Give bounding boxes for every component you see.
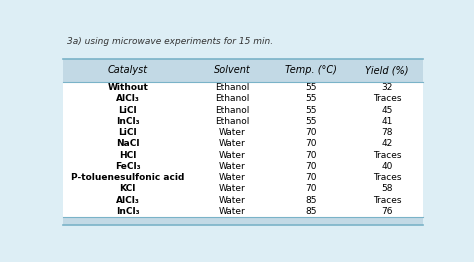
Text: AlCl₃: AlCl₃: [116, 94, 140, 103]
Text: 70: 70: [306, 162, 317, 171]
Text: Water: Water: [219, 196, 246, 205]
Text: KCl: KCl: [119, 184, 136, 193]
Text: 85: 85: [306, 196, 317, 205]
Text: Water: Water: [219, 128, 246, 137]
Text: Without: Without: [107, 83, 148, 92]
Text: AlCl₃: AlCl₃: [116, 196, 140, 205]
Text: Water: Water: [219, 184, 246, 193]
Text: 70: 70: [306, 151, 317, 160]
Text: Traces: Traces: [373, 196, 401, 205]
Text: 58: 58: [381, 184, 392, 193]
Text: 76: 76: [381, 207, 392, 216]
Text: Ethanol: Ethanol: [215, 117, 249, 126]
Text: 70: 70: [306, 139, 317, 148]
Text: Solvent: Solvent: [214, 65, 250, 75]
Text: 55: 55: [306, 94, 317, 103]
Text: Yield (%): Yield (%): [365, 65, 409, 75]
Text: InCl₃: InCl₃: [116, 117, 139, 126]
Text: P-toluenesulfonic acid: P-toluenesulfonic acid: [71, 173, 184, 182]
Text: HCl: HCl: [119, 151, 137, 160]
Text: 55: 55: [306, 106, 317, 114]
Text: Catalyst: Catalyst: [108, 65, 148, 75]
Text: 70: 70: [306, 173, 317, 182]
Text: 70: 70: [306, 128, 317, 137]
Text: 55: 55: [306, 83, 317, 92]
Text: Water: Water: [219, 207, 246, 216]
Text: Water: Water: [219, 162, 246, 171]
Text: Ethanol: Ethanol: [215, 83, 249, 92]
Text: 70: 70: [306, 184, 317, 193]
Text: NaCl: NaCl: [116, 139, 139, 148]
Bar: [63, 217, 423, 225]
Bar: [63, 82, 423, 217]
Text: Water: Water: [219, 173, 246, 182]
Text: Water: Water: [219, 139, 246, 148]
Text: Traces: Traces: [373, 151, 401, 160]
Text: Traces: Traces: [373, 173, 401, 182]
Text: 45: 45: [381, 106, 392, 114]
Text: 40: 40: [381, 162, 392, 171]
Text: 85: 85: [306, 207, 317, 216]
Text: 32: 32: [381, 83, 392, 92]
Text: 41: 41: [381, 117, 392, 126]
Text: 42: 42: [381, 139, 392, 148]
Text: Temp. (°C): Temp. (°C): [285, 65, 337, 75]
Text: InCl₃: InCl₃: [116, 207, 139, 216]
Text: LiCl: LiCl: [118, 106, 137, 114]
Bar: [63, 59, 423, 82]
Text: 3a) using microwave experiments for 15 min.: 3a) using microwave experiments for 15 m…: [66, 37, 273, 46]
Text: Ethanol: Ethanol: [215, 106, 249, 114]
Text: Ethanol: Ethanol: [215, 94, 249, 103]
Text: FeCl₃: FeCl₃: [115, 162, 140, 171]
Text: LiCl: LiCl: [118, 128, 137, 137]
Text: Water: Water: [219, 151, 246, 160]
Text: 55: 55: [306, 117, 317, 126]
Text: 78: 78: [381, 128, 392, 137]
Text: Traces: Traces: [373, 94, 401, 103]
